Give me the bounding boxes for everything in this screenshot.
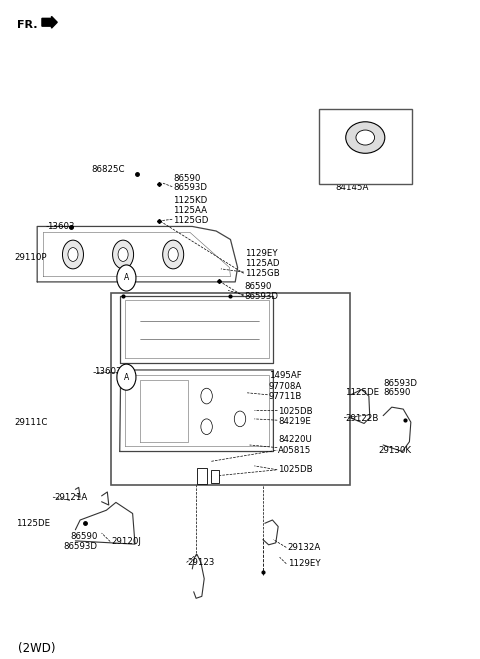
Text: 29123: 29123 bbox=[188, 558, 215, 567]
Text: 29121A: 29121A bbox=[54, 493, 87, 501]
Circle shape bbox=[201, 388, 212, 404]
Text: 13603: 13603 bbox=[95, 368, 122, 376]
Circle shape bbox=[168, 248, 178, 262]
Text: 1125DE: 1125DE bbox=[16, 519, 50, 528]
Text: 86590: 86590 bbox=[383, 388, 410, 397]
Text: 86825C: 86825C bbox=[91, 165, 125, 174]
Text: 29111C: 29111C bbox=[15, 418, 48, 426]
Text: 86590: 86590 bbox=[245, 282, 272, 291]
Text: 1025DB: 1025DB bbox=[278, 407, 313, 416]
Text: 97708A: 97708A bbox=[269, 382, 302, 391]
Bar bbox=[111, 293, 350, 486]
Circle shape bbox=[117, 265, 136, 291]
Circle shape bbox=[62, 240, 84, 269]
Bar bbox=[319, 109, 412, 184]
Text: 29120J: 29120J bbox=[111, 537, 141, 546]
Text: 86593D: 86593D bbox=[245, 292, 279, 301]
Text: 1125KD: 1125KD bbox=[173, 196, 207, 205]
Text: 86590: 86590 bbox=[173, 174, 201, 183]
Circle shape bbox=[201, 419, 212, 434]
Circle shape bbox=[113, 240, 133, 269]
Text: 1025DB: 1025DB bbox=[278, 465, 313, 474]
Text: 84145A: 84145A bbox=[336, 183, 369, 192]
Text: 86593D: 86593D bbox=[383, 378, 417, 387]
Text: 84219E: 84219E bbox=[278, 417, 311, 426]
Text: 1125AD: 1125AD bbox=[245, 259, 279, 268]
Bar bbox=[197, 469, 206, 484]
Text: 1495AF: 1495AF bbox=[269, 371, 301, 380]
Text: A: A bbox=[124, 372, 129, 382]
Text: 1129EY: 1129EY bbox=[245, 249, 277, 258]
Text: 1125AA: 1125AA bbox=[173, 206, 207, 215]
Circle shape bbox=[118, 248, 128, 262]
Text: 13603: 13603 bbox=[47, 222, 74, 231]
Circle shape bbox=[234, 411, 246, 427]
Circle shape bbox=[163, 240, 184, 269]
Text: 29132A: 29132A bbox=[288, 543, 321, 552]
Circle shape bbox=[68, 248, 78, 262]
Text: 84220U: 84220U bbox=[278, 436, 312, 444]
Circle shape bbox=[117, 364, 136, 390]
Text: 86593D: 86593D bbox=[63, 542, 97, 551]
Text: 1125GB: 1125GB bbox=[245, 269, 279, 278]
Text: 97711B: 97711B bbox=[269, 391, 302, 401]
Bar bbox=[211, 470, 219, 483]
Text: 86590: 86590 bbox=[71, 532, 98, 541]
Text: A05815: A05815 bbox=[278, 445, 312, 455]
Text: 29130K: 29130K bbox=[378, 445, 411, 455]
Text: 29110P: 29110P bbox=[15, 252, 47, 262]
Text: 86593D: 86593D bbox=[173, 183, 207, 192]
FancyArrow shape bbox=[42, 16, 57, 28]
Text: A: A bbox=[124, 273, 129, 283]
Text: (2WD): (2WD) bbox=[18, 642, 56, 655]
Text: 1125GD: 1125GD bbox=[173, 216, 209, 225]
Ellipse shape bbox=[346, 122, 385, 154]
Text: 29122B: 29122B bbox=[345, 415, 378, 423]
Text: 1125DE: 1125DE bbox=[345, 388, 379, 397]
Text: 1129EY: 1129EY bbox=[288, 559, 320, 568]
Ellipse shape bbox=[356, 130, 374, 145]
Text: FR.: FR. bbox=[17, 20, 37, 30]
